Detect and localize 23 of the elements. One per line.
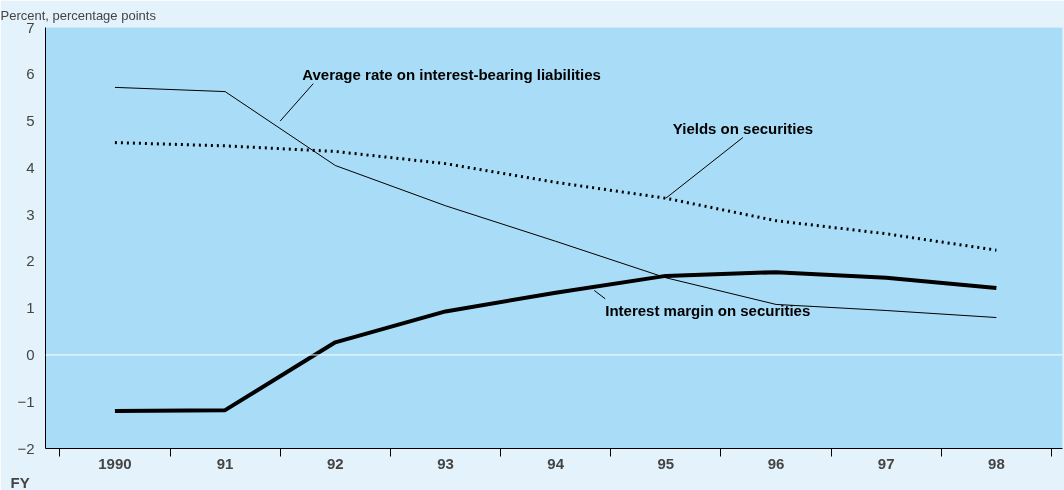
y-tick-label: 4	[26, 158, 35, 176]
text: Average rate on interest-bearing liabilities	[302, 65, 601, 83]
y-tick-label: −2	[17, 439, 35, 457]
legend-label: Interest margin on securities	[605, 302, 811, 320]
y-tick-label: 2	[26, 252, 35, 270]
x-axis-title: FY	[10, 473, 30, 490]
y-tick-label: 0	[26, 345, 35, 363]
x-tick-label: 95	[657, 454, 675, 472]
x-tick-label: 91	[216, 454, 234, 472]
y-tick-label: 3	[26, 205, 35, 223]
x-tick-label: 96	[767, 454, 785, 472]
x-tick-label: 1990	[98, 454, 132, 472]
y-axis-title: Percent, percentage points	[0, 7, 157, 23]
y-tick-label: −1	[17, 392, 35, 410]
y-tick-label: 6	[26, 65, 35, 83]
x-tick-label: 93	[437, 454, 454, 472]
x-tick-label: 92	[326, 454, 344, 472]
x-tick-label: 98	[988, 454, 1005, 472]
y-tick-label: 5	[26, 112, 35, 130]
text: Yields on securities	[672, 119, 814, 137]
x-tick-label: 97	[877, 454, 895, 472]
x-tick-label: 94	[547, 454, 565, 472]
y-tick-label: 1	[26, 299, 35, 317]
